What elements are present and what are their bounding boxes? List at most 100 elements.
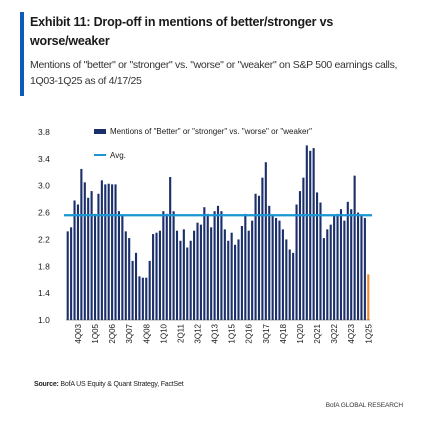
y-tick-label: 1.0 (38, 315, 50, 325)
bar (254, 193, 257, 320)
bar (343, 220, 346, 320)
bar (305, 145, 308, 320)
bar (189, 240, 192, 320)
bar (93, 213, 97, 320)
x-tick-label: 3Q17 (262, 323, 271, 343)
bar (322, 238, 325, 320)
bar (257, 195, 261, 320)
bar (333, 215, 336, 320)
bar (281, 229, 284, 320)
bar-latest (367, 274, 370, 320)
bar (158, 230, 161, 320)
source-note: Source: BofA US Equity & Quant Strategy,… (34, 381, 184, 388)
bar (124, 231, 127, 320)
x-tick-label: 3Q12 (194, 323, 203, 343)
y-tick-label: 3.4 (38, 154, 50, 164)
bar (169, 176, 172, 320)
bar (97, 193, 100, 320)
bar (244, 213, 247, 320)
x-tick-label: 2Q11 (176, 323, 185, 343)
bar-chart: 1.0 1.4 1.8 2.2 2.6 3.0 3.4 3.8 4Q03 1Q05 2Q06 3Q0… (38, 127, 373, 344)
x-tick-label: 2Q21 (313, 323, 322, 343)
bar (76, 204, 80, 320)
bar (128, 238, 131, 320)
bar (346, 201, 349, 320)
bar (309, 150, 312, 320)
legend: Mentions of "Better" or "stronger" vs. "… (94, 127, 312, 160)
bar (141, 277, 144, 320)
bar (206, 213, 209, 320)
bar (162, 211, 165, 320)
bar (261, 177, 264, 320)
y-tick-label: 1.8 (38, 261, 50, 271)
bar (100, 180, 103, 320)
source-text: BofA US Equity & Quant Strategy, FactSet (60, 381, 184, 388)
bar (234, 244, 237, 320)
x-tick-label: 1Q15 (228, 323, 237, 343)
bar (80, 168, 83, 320)
bar (90, 191, 93, 320)
bar (326, 229, 329, 320)
legend-avg-label: Avg. (110, 151, 126, 160)
bar (251, 220, 254, 320)
y-tick-label: 3.8 (38, 127, 50, 137)
bar (223, 229, 226, 320)
bar (356, 212, 360, 320)
bar (148, 260, 151, 320)
bar (114, 184, 117, 320)
y-tick-label: 1.4 (38, 288, 50, 298)
bar (336, 213, 339, 320)
bar (152, 234, 155, 320)
bar (278, 220, 281, 320)
bar (172, 211, 175, 320)
x-tick-label: 2Q06 (108, 323, 117, 343)
bar (196, 222, 199, 320)
x-tick-label: 4Q03 (74, 323, 83, 343)
x-tick-label: 4Q23 (347, 323, 356, 343)
y-axis: 1.0 1.4 1.8 2.2 2.6 3.0 3.4 3.8 (38, 127, 50, 325)
bar (247, 230, 250, 320)
bar (203, 207, 206, 320)
bar (295, 204, 298, 320)
bar (193, 230, 196, 320)
x-tick-label: 4Q08 (142, 323, 151, 343)
x-tick-label: 3Q07 (125, 323, 134, 343)
x-tick-label: 1Q05 (91, 323, 100, 343)
bar (104, 184, 107, 320)
bar (66, 231, 69, 320)
bar (319, 202, 322, 320)
bar (107, 183, 110, 320)
bar (213, 211, 216, 320)
bar-series (66, 145, 370, 320)
bar (316, 192, 319, 320)
bar (199, 224, 202, 320)
legend-bar-swatch (94, 129, 106, 134)
bar (175, 230, 179, 320)
bar (264, 162, 267, 320)
bar (237, 239, 240, 320)
bar (182, 229, 185, 320)
x-tick-label: 1Q20 (296, 323, 305, 343)
bar (83, 182, 86, 320)
y-tick-label: 3.0 (38, 181, 50, 191)
bar (121, 215, 124, 320)
bar (138, 276, 141, 320)
bar (131, 260, 134, 320)
source-label: Source: (34, 381, 59, 388)
bar (350, 209, 353, 320)
bar (360, 215, 363, 320)
bar (165, 213, 168, 320)
chart-subtitle: Mentions of "better" or "stronger" vs. "… (30, 59, 398, 87)
bar (240, 226, 243, 320)
x-tick-label: 1Q25 (364, 323, 373, 343)
x-tick-label: 2Q16 (245, 323, 254, 343)
bar (179, 240, 182, 320)
bar (73, 200, 76, 320)
bar (134, 252, 138, 320)
bar (288, 249, 291, 320)
bar (275, 217, 278, 320)
bar (87, 197, 90, 320)
bar (227, 240, 230, 320)
bar (210, 227, 213, 320)
bar (216, 205, 220, 320)
